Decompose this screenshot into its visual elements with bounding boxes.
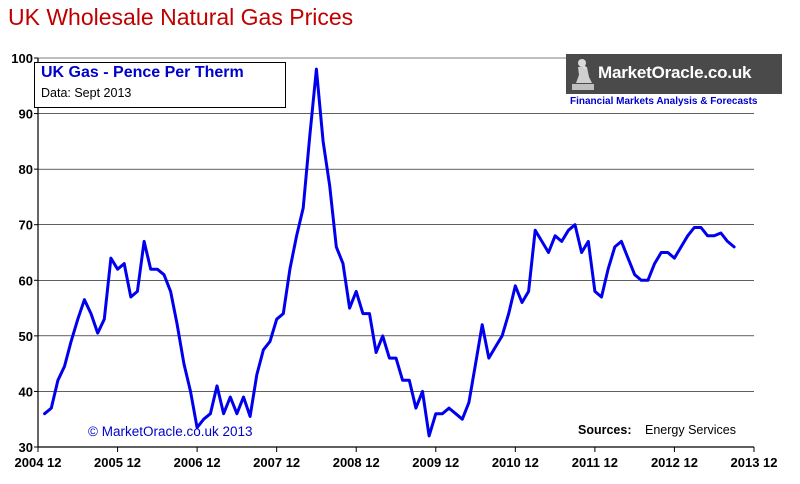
marketoracle-logo: MarketOracle.co.uk Financial Markets Ana… — [566, 54, 782, 112]
x-tick-label: 2006 12 — [174, 455, 221, 470]
y-tick-label: 70 — [19, 218, 33, 233]
x-tick-label: 2009 12 — [412, 455, 459, 470]
y-tick-label: 60 — [19, 273, 33, 288]
x-tick-label: 2010 12 — [492, 455, 539, 470]
sources-label: Sources: — [578, 423, 632, 437]
axes: 30 40 50 60 70 80 90 100 2004 12 2005 12 2006 12 20… — [11, 51, 777, 470]
x-tick-label: 2007 12 — [253, 455, 300, 470]
x-tick-label: 2012 12 — [651, 455, 698, 470]
y-tick-label: 50 — [19, 329, 33, 344]
y-tick-label: 40 — [19, 384, 33, 399]
y-tick-label: 30 — [19, 440, 33, 455]
x-tick-label: 2008 12 — [333, 455, 380, 470]
legend-box: UK Gas - Pence Per Therm Data: Sept 2013 — [34, 62, 286, 108]
page-title: UK Wholesale Natural Gas Prices — [8, 4, 354, 30]
logo-tagline: Financial Markets Analysis & Forecasts — [570, 96, 758, 107]
y-tick-label: 90 — [19, 107, 33, 122]
series-line — [43, 67, 736, 438]
x-tick-label: 2004 12 — [15, 455, 62, 470]
sources-credit: Sources: Energy Services — [578, 423, 736, 437]
copyright-notice: © MarketOracle.co.uk 2013 — [88, 424, 253, 439]
sources-value: Energy Services — [644, 423, 736, 437]
legend-subtitle: Data: Sept 2013 — [41, 86, 132, 100]
x-tick-label: 2013 12 — [731, 455, 778, 470]
logo-banner: MarketOracle.co.uk — [566, 54, 782, 94]
x-tick-label: 2011 12 — [572, 455, 618, 470]
logo-wordmark: MarketOracle.co.uk — [598, 63, 752, 82]
legend-title: UK Gas - Pence Per Therm — [41, 64, 244, 81]
series-layer — [43, 67, 736, 438]
x-tick-label: 2005 12 — [94, 455, 141, 470]
y-tick-label: 100 — [11, 51, 33, 66]
thinker-statue-icon — [572, 59, 594, 90]
y-tick-label: 80 — [19, 162, 33, 177]
